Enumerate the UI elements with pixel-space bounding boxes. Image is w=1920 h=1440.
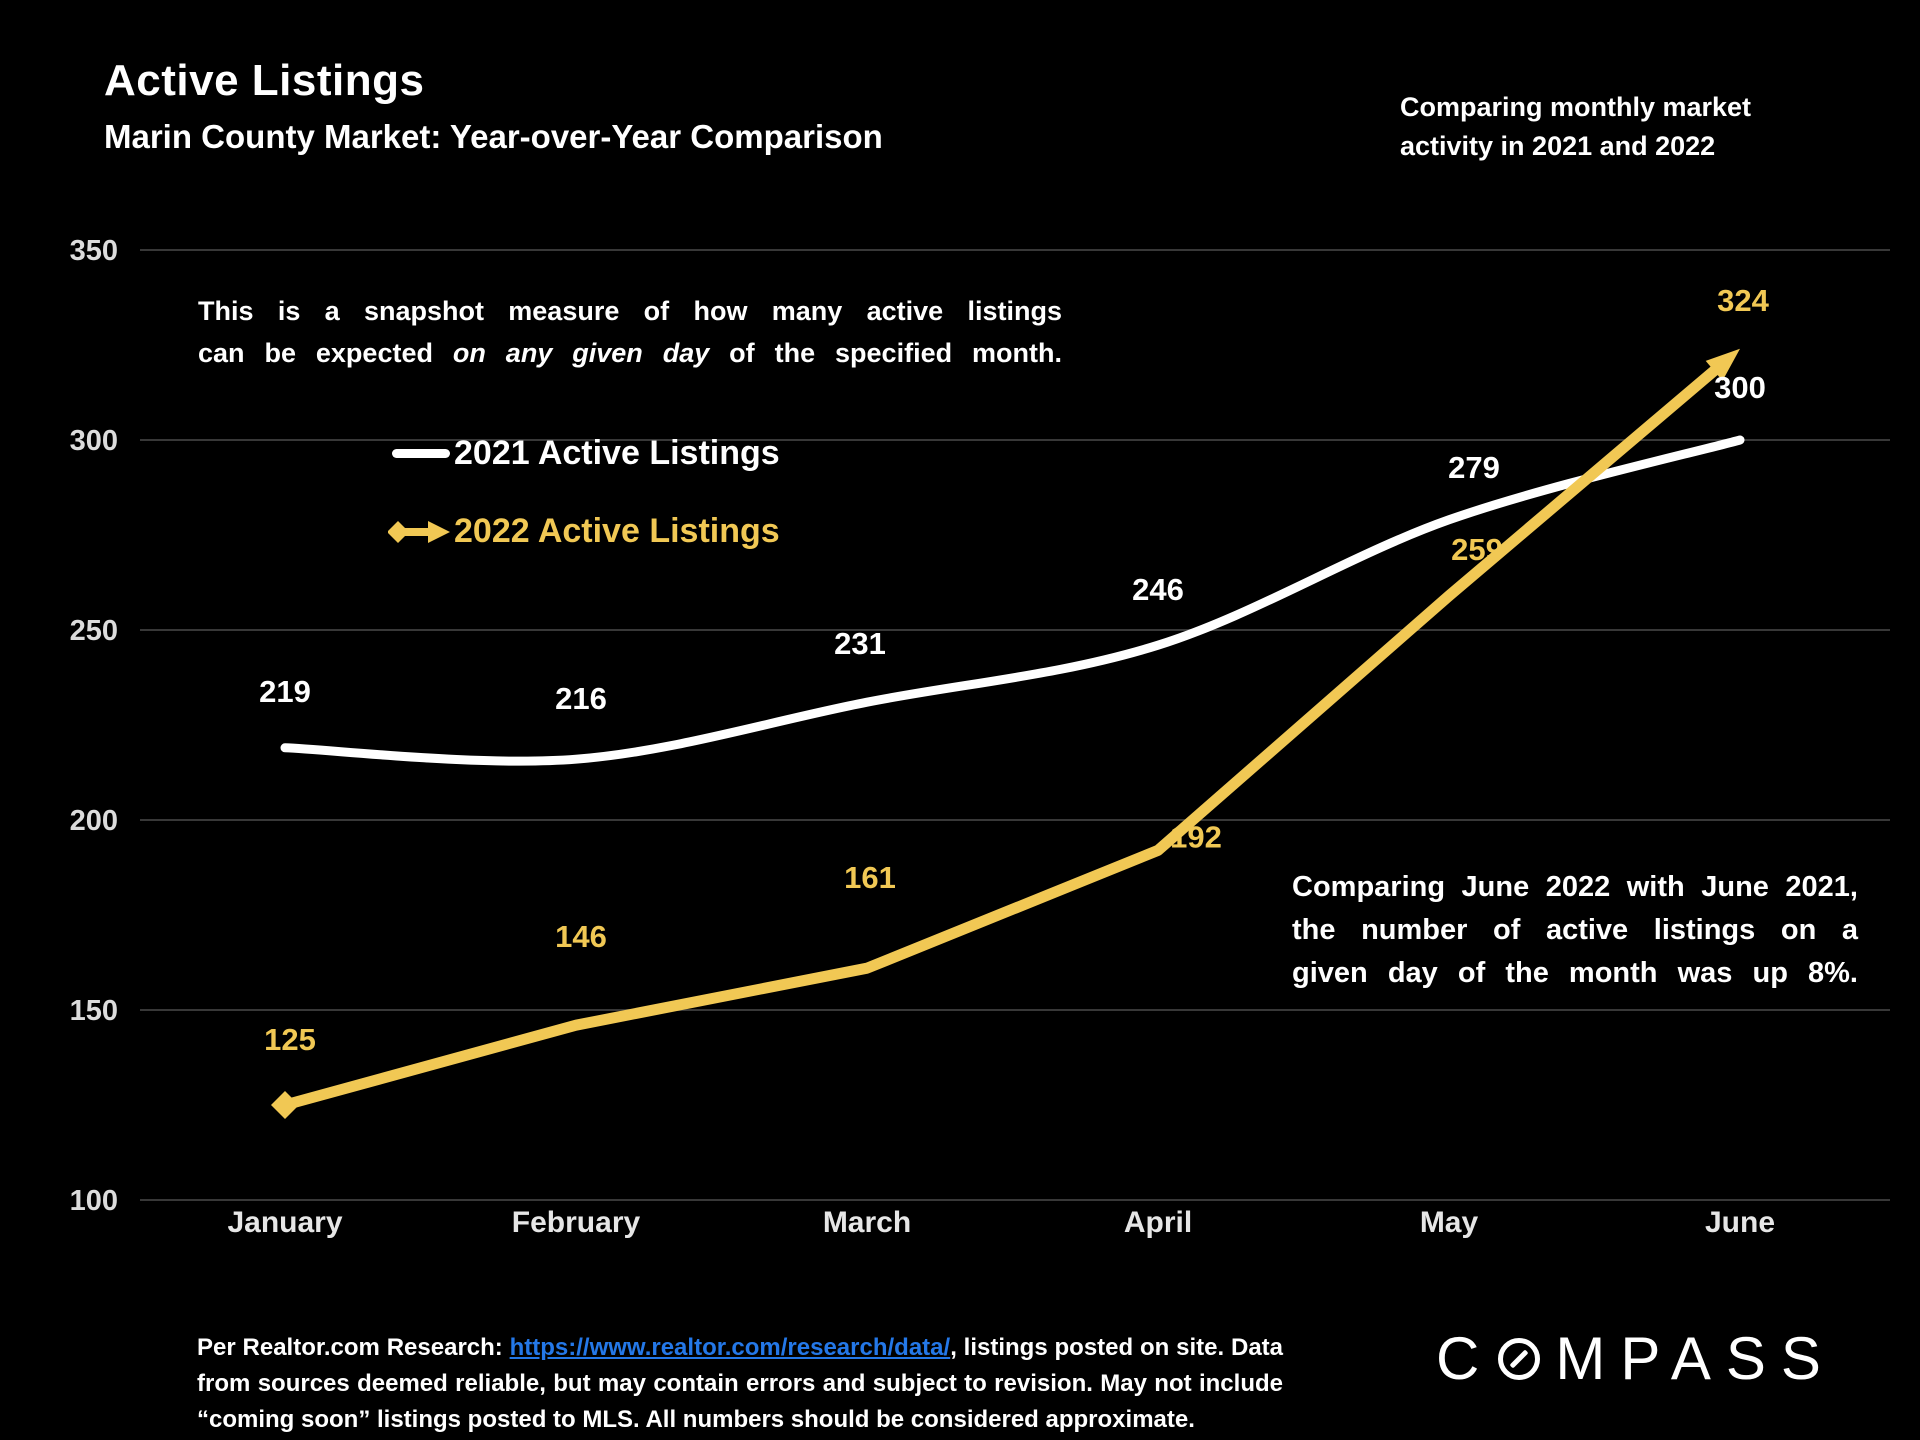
legend-arrowhead — [428, 520, 450, 543]
legend-item-2022: 2022 Active Listings — [388, 512, 780, 551]
june-annotation-line2: the number of active listings on a — [1292, 914, 1858, 946]
x-axis-label: January — [227, 1206, 342, 1239]
legend-2021-line-marker — [392, 449, 450, 458]
y-axis-label: 150 — [70, 995, 118, 1027]
data-label-2021: 219 — [259, 674, 311, 709]
legend-2021-label: 2021 Active Listings — [454, 434, 780, 472]
series-2022-arrowhead — [1705, 348, 1740, 381]
y-axis-label: 300 — [70, 425, 118, 457]
x-axis-label: February — [512, 1206, 641, 1239]
data-label-2022: 259 — [1451, 532, 1503, 567]
italic-phrase: on any given day — [452, 338, 710, 368]
source-note: Per Realtor.com Research: https://www.re… — [197, 1334, 1283, 1433]
data-label-2022: 324 — [1717, 283, 1769, 318]
snapshot-annotation-line2: can be expected on any given day of the … — [198, 338, 1062, 368]
june-annotation-line1: Comparing June 2022 with June 2021, — [1292, 871, 1858, 903]
y-axis-label: 350 — [70, 235, 118, 267]
page-title: Active Listings — [104, 56, 425, 105]
data-label-2022: 125 — [264, 1022, 316, 1057]
snapshot-annotation: This is a snapshot measure of how many a… — [198, 290, 1062, 374]
y-axis-label: 250 — [70, 615, 118, 647]
data-label-2021: 300 — [1714, 370, 1766, 405]
series-2022-line — [279, 361, 1725, 1111]
data-label-2021: 246 — [1132, 572, 1184, 607]
june-annotation-line3: given day of the month was up 8%. — [1292, 957, 1858, 989]
legend-item-2021: 2021 Active Listings — [392, 434, 780, 473]
top-right-note: Comparing monthly market activity in 202… — [1400, 88, 1800, 166]
snapshot-annotation-line1: This is a snapshot measure of how many a… — [198, 296, 1062, 326]
source-link[interactable]: https://www.realtor.com/research/data/ — [509, 1334, 951, 1361]
data-label-2022: 161 — [844, 860, 896, 895]
data-label-2022: 192 — [1170, 819, 1222, 854]
legend-diamond — [388, 520, 409, 543]
data-label-2021: 231 — [834, 626, 886, 661]
data-label-2022: 146 — [555, 919, 607, 954]
compass-logo: C MPASS — [1436, 1328, 1836, 1390]
x-axis-label: April — [1124, 1206, 1192, 1239]
logo-letters-mpass: MPASS — [1555, 1325, 1836, 1392]
series-2022-start-diamond — [271, 1091, 299, 1119]
logo-letter-c: C — [1436, 1325, 1495, 1392]
top-right-note-line1: Comparing monthly market — [1400, 92, 1752, 122]
legend-2022-label: 2022 Active Listings — [454, 512, 780, 550]
x-axis-label: March — [823, 1206, 911, 1239]
legend-2022-arrow-marker — [388, 520, 450, 543]
june-comparison-annotation: Comparing June 2022 with June 2021, the … — [1292, 866, 1858, 995]
top-right-note-line2: activity in 2021 and 2022 — [1400, 131, 1716, 161]
y-axis-label: 100 — [70, 1185, 118, 1217]
page-subtitle: Marin County Market: Year-over-Year Comp… — [104, 118, 883, 155]
x-axis-label: June — [1705, 1206, 1775, 1239]
compass-o-icon — [1498, 1338, 1541, 1380]
data-label-2021: 279 — [1448, 450, 1500, 485]
y-axis-label: 200 — [70, 805, 118, 837]
series-2021-line — [280, 435, 1745, 766]
x-axis-label: May — [1420, 1206, 1479, 1239]
data-label-2021: 216 — [555, 681, 607, 716]
